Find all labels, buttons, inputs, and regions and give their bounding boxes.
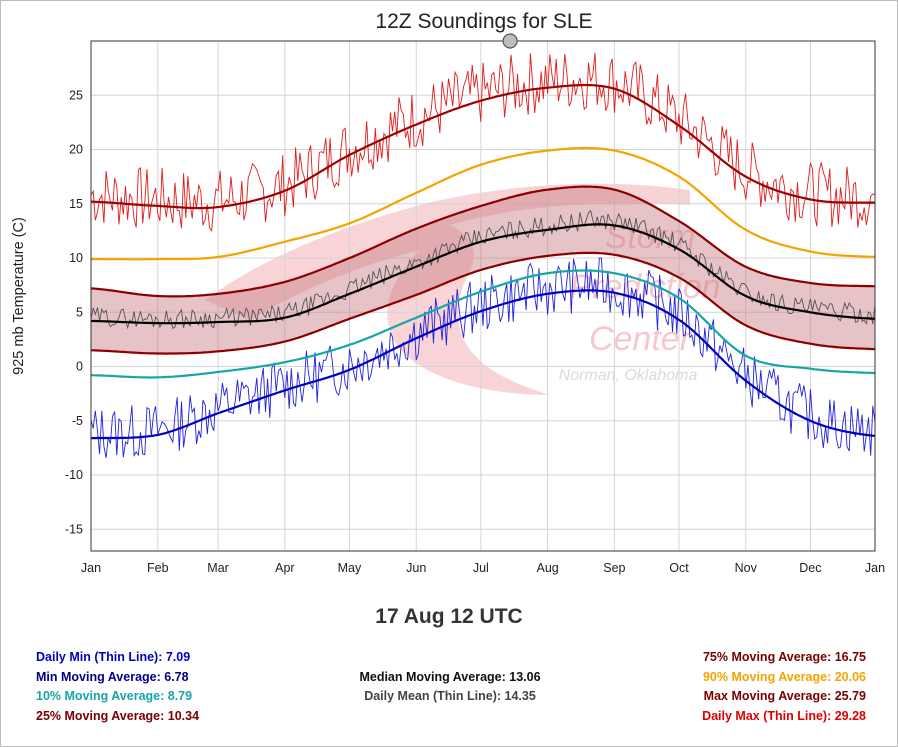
median-moving-average-line (91, 223, 876, 325)
watermark-text: Norman, Oklahoma (559, 367, 698, 384)
stat-p75-moving-average: 75% Moving Average: 16.75 (702, 650, 866, 664)
x-tick-label: Jan (81, 561, 101, 575)
p75-moving-average-line (90, 185, 875, 298)
selected-date: 17 Aug 12 UTC (375, 605, 523, 628)
y-axis-label: 925 mb Temperature (C) (11, 217, 27, 375)
stat-daily-max: Daily Max (Thin Line): 29.28 (702, 709, 866, 723)
p25-moving-average-line (91, 251, 876, 355)
x-tick-label: Apr (275, 561, 294, 575)
max-moving-average-line (90, 83, 876, 210)
p25-p75-band (91, 186, 875, 354)
plot-border (90, 40, 876, 552)
daily-max-line (90, 52, 876, 232)
x-tick-label: Nov (735, 561, 758, 575)
stat-max-moving-average: Max Moving Average: 25.79 (703, 689, 866, 703)
p90-moving-average-line (91, 146, 876, 261)
y-tick-label: -15 (65, 522, 83, 536)
stat-p10-moving-average: 10% Moving Average: 8.79 (36, 689, 193, 703)
watermark-swoosh (205, 183, 690, 395)
chart: 12Z Soundings for SLEStormPredictionCent… (11, 10, 885, 575)
x-tick-label: Oct (669, 561, 689, 575)
min-moving-average-line (91, 289, 876, 440)
y-tick-label: 0 (76, 360, 83, 374)
date-slider-handle[interactable] (502, 33, 518, 49)
p10-moving-average-line (90, 269, 875, 379)
x-tick-label: Feb (147, 561, 169, 575)
stat-daily-mean: Daily Mean (Thin Line): 14.35 (364, 689, 536, 703)
x-tick-label: Mar (207, 561, 229, 575)
y-tick-label: 20 (69, 143, 83, 157)
y-tick-label: 10 (69, 251, 83, 265)
stat-min-moving-average: Min Moving Average: 6.78 (36, 670, 189, 684)
stat-median-moving-average: Median Moving Average: 13.06 (359, 670, 541, 684)
x-tick-label: May (338, 561, 362, 575)
chart-title: 12Z Soundings for SLE (375, 10, 592, 33)
y-tick-label: 5 (76, 305, 83, 319)
x-tick-label: Jul (473, 561, 489, 575)
stat-daily-min: Daily Min (Thin Line): 7.09 (36, 650, 191, 664)
y-tick-label: 25 (69, 88, 83, 102)
x-tick-label: Aug (536, 561, 558, 575)
stat-p90-moving-average: 90% Moving Average: 20.06 (702, 670, 866, 684)
x-tick-label: Sep (603, 561, 625, 575)
y-tick-label: 15 (69, 197, 83, 211)
stat-p25-moving-average: 25% Moving Average: 10.34 (36, 709, 200, 723)
x-tick-label: Jan (865, 561, 885, 575)
y-tick-label: -10 (65, 468, 83, 482)
x-tick-label: Jun (406, 561, 426, 575)
watermark-text: Center (589, 320, 693, 358)
x-tick-label: Dec (799, 561, 821, 575)
daily-min-line (90, 257, 876, 458)
y-tick-label: -5 (72, 414, 83, 428)
